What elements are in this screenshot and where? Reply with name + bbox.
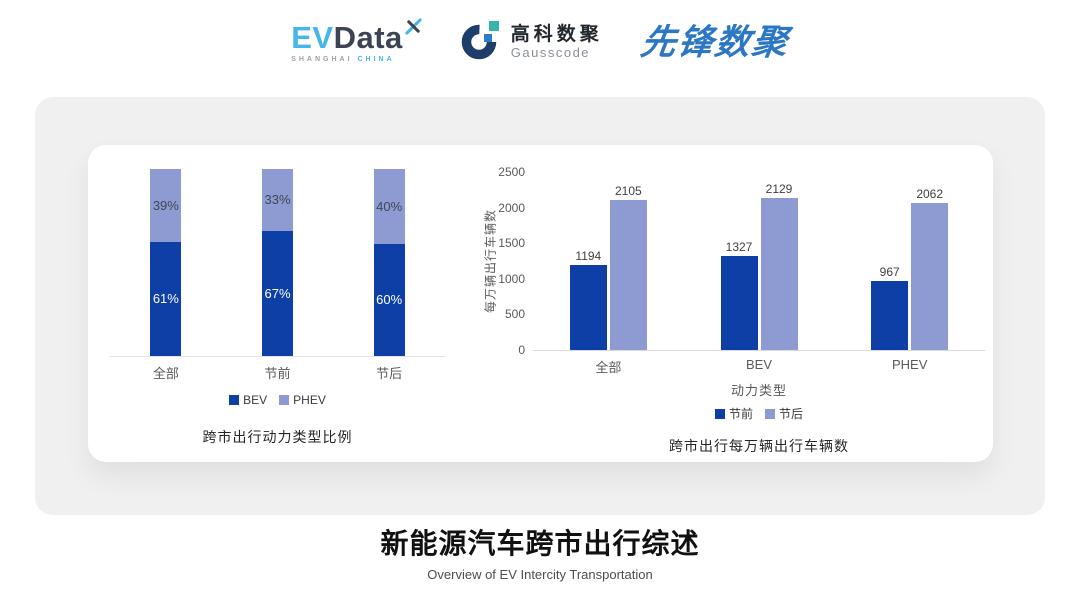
evdata-ev-text: EV — [291, 20, 334, 55]
bar-value-label: 967 — [879, 265, 900, 280]
bar-value-label: 1327 — [725, 239, 753, 254]
pioneer-logo: 先锋数聚 — [638, 23, 792, 62]
page-footer: 新能源汽车跨市出行综述 Overview of EV Intercity Tra… — [0, 528, 1080, 582]
legend-item: BEV — [229, 393, 267, 407]
grouped-chart-x-axis-label: 动力类型 — [730, 383, 787, 398]
grouped-bar-节后 — [911, 203, 949, 350]
bar-group: 967 2062 — [834, 172, 985, 350]
grouped-chart-y-axis: 0 500 1000 1500 2000 2500 — [497, 166, 533, 356]
grouped-chart-y-axis-label: 每万辆出行车辆数 — [483, 208, 498, 314]
stacked-chart-plot-area: 39% 61% 33% 67% 40% 60% — [110, 169, 445, 357]
bar-segment-bev: 61% — [150, 241, 182, 356]
y-tick-label: 1500 — [498, 236, 525, 251]
stacked-bar: 39% 61% — [150, 169, 182, 356]
grouped-bar-chart: 每万辆出行车辆数 0 500 1000 1500 2000 2500 1194 2105 13… — [483, 166, 985, 456]
grouped-chart-title: 跨市出行每万辆出行车辆数 — [669, 438, 849, 454]
legend-swatch — [279, 395, 290, 405]
stacked-bar: 40% 60% — [373, 169, 405, 356]
legend-label: 节后 — [779, 407, 804, 421]
bar-with-label: 967 — [871, 265, 909, 350]
bar-segment-phev: 40% — [373, 169, 405, 244]
legend-label: BEV — [243, 393, 268, 407]
category-label: 节前 — [264, 366, 291, 381]
bar-value-label: 2062 — [916, 187, 944, 202]
category-label: 全部 — [595, 360, 622, 375]
grouped-bar-节后 — [760, 198, 798, 350]
bar-value-label: 2129 — [765, 182, 793, 197]
logo-bar: EV Data SHANGHAI CHINA 高科数聚 Gausscode — [0, 18, 1080, 67]
y-tick-label: 2500 — [498, 165, 525, 179]
grouped-bar-节前 — [720, 255, 758, 350]
bar-segment-bev: 67% — [262, 230, 293, 356]
grouped-bar-节前 — [871, 281, 909, 350]
evdata-data-text: Data — [333, 20, 403, 55]
legend-label: 节前 — [728, 407, 753, 421]
bar-segment-phev: 33% — [262, 169, 293, 231]
bar-segment-phev: 39% — [150, 169, 182, 242]
y-tick-label: 0 — [518, 343, 525, 357]
evdata-subtitle: SHANGHAI CHINA — [291, 56, 395, 63]
stacked-bar-chart: 39% 61% 33% 67% 40% 60% 全部 节前 节后 BEV PHEV 跨市出行动力… — [110, 169, 445, 447]
bar-value-label: 1194 — [575, 249, 602, 263]
legend-item: 节后 — [765, 405, 803, 422]
evdata-logo: EV Data SHANGHAI CHINA — [291, 18, 422, 63]
legend-swatch — [765, 408, 775, 419]
bar-group: 1194 2105 — [533, 172, 684, 350]
page-title: 新能源汽车跨市出行综述 — [380, 528, 700, 559]
bar-group: 1327 2129 — [684, 172, 835, 350]
stacked-bar-column: 39% 61% — [110, 169, 222, 356]
bar-with-label: 2129 — [760, 182, 798, 350]
legend-item: 节前 — [714, 405, 753, 422]
legend-label: PHEV — [293, 393, 326, 407]
grouped-bar-节后 — [609, 200, 647, 350]
gausscode-wordmark: 高科数聚 Gausscode — [510, 23, 603, 60]
category-label: BEV — [746, 357, 773, 372]
stacked-chart-legend: BEV PHEV — [110, 393, 445, 407]
legend-item: PHEV — [279, 393, 326, 407]
grouped-chart-plot-area: 1194 2105 1327 2129 967 2062 — [533, 172, 985, 351]
bar-segment-bev: 60% — [373, 243, 405, 356]
stacked-bar-column: 40% 60% — [333, 169, 445, 356]
stacked-chart-title: 跨市出行动力类型比例 — [202, 429, 353, 445]
category-label: 节后 — [376, 366, 403, 381]
grouped-chart-legend: 节前 节后 — [533, 405, 985, 422]
legend-swatch — [229, 395, 240, 405]
grouped-bar-节前 — [569, 265, 607, 350]
y-tick-label: 2000 — [498, 200, 525, 215]
y-tick-label: 500 — [504, 307, 525, 322]
category-label: 全部 — [152, 366, 179, 381]
legend-swatch — [714, 408, 725, 419]
page-subtitle: Overview of EV Intercity Transportation — [427, 566, 653, 582]
gausscode-en-text: Gausscode — [510, 44, 591, 60]
bar-with-label: 1194 — [569, 249, 607, 350]
gausscode-g-icon — [460, 18, 502, 67]
category-label: PHEV — [891, 357, 928, 372]
y-tick-label: 1000 — [498, 271, 525, 286]
bar-with-label: 2062 — [911, 187, 949, 350]
gausscode-cn-text: 高科数聚 — [510, 23, 603, 45]
evdata-x-icon — [405, 18, 422, 39]
stacked-bar: 33% 67% — [262, 169, 293, 356]
stacked-chart-category-axis: 全部 节前 节后 — [110, 363, 445, 382]
gausscode-logo: 高科数聚 Gausscode — [460, 18, 603, 67]
content-card: 39% 61% 33% 67% 40% 60% 全部 节前 节后 BEV PHEV 跨市出行动力… — [35, 97, 1045, 515]
bar-with-label: 1327 — [720, 239, 758, 350]
charts-panel: 39% 61% 33% 67% 40% 60% 全部 节前 节后 BEV PHEV 跨市出行动力… — [88, 145, 993, 462]
bar-value-label: 2105 — [614, 184, 642, 199]
stacked-bar-column: 33% 67% — [222, 169, 334, 356]
bar-with-label: 2105 — [609, 184, 647, 350]
grouped-chart-category-axis: 全部 BEV PHEV — [533, 357, 985, 376]
evdata-wordmark: EV Data — [291, 18, 422, 55]
